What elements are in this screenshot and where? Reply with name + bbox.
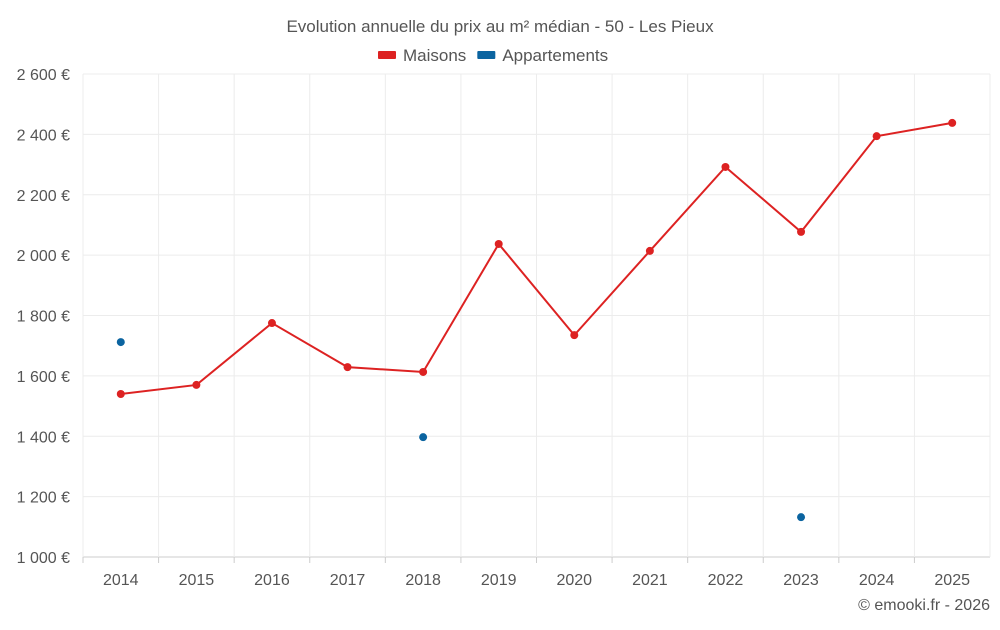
y-tick-label: 1 400 € [17, 429, 70, 446]
data-point-maisons [267, 319, 276, 328]
x-tick-label: 2019 [481, 572, 517, 589]
data-point-maisons [872, 132, 881, 141]
x-tick-label: 2022 [708, 572, 744, 589]
legend-swatch-maisons [378, 51, 396, 59]
x-tick-label: 2023 [783, 572, 819, 589]
data-point-maisons [948, 118, 957, 127]
y-tick-label: 1 800 € [17, 309, 70, 326]
x-tick-label: 2014 [103, 572, 139, 589]
y-tick-label: 2 200 € [17, 188, 70, 205]
data-point-maisons [645, 246, 654, 255]
x-tick-label: 2020 [556, 572, 592, 589]
data-point-maisons [570, 331, 579, 340]
data-point-maisons [343, 363, 352, 372]
x-axis: 2014 2015 2016 2017 2018 2019 2020 2021 2022 2023… [82, 557, 970, 589]
chart-title: Evolution annuelle du prix au m² médian … [286, 17, 714, 36]
x-tick-label: 2025 [934, 572, 970, 589]
y-axis: 1 000 € 1 200 € 1 400 € 1 600 € 1 800 € 2 000… [17, 67, 70, 567]
data-point-maisons [116, 389, 125, 398]
credit: © emooki.fr - 2026 [858, 597, 990, 614]
y-tick-label: 2 600 € [17, 67, 70, 84]
grid [82, 73, 991, 558]
legend-label-appartements: Appartements [502, 46, 608, 65]
y-tick-label: 1 200 € [17, 490, 70, 507]
x-tick-label: 2024 [859, 572, 895, 589]
data-point-appartements [116, 338, 125, 347]
data-point-appartements [419, 433, 428, 442]
data-point-maisons [494, 239, 503, 248]
legend-label-maisons: Maisons [403, 46, 466, 65]
data-point-maisons [721, 162, 730, 171]
data-point-maisons [192, 380, 201, 389]
x-tick-label: 2021 [632, 572, 668, 589]
legend: Maisons Appartements [378, 46, 608, 65]
y-tick-label: 2 000 € [17, 248, 70, 265]
legend-swatch-appartements [477, 51, 496, 59]
series [116, 118, 957, 522]
x-tick-label: 2015 [179, 572, 215, 589]
x-tick-label: 2016 [254, 572, 290, 589]
series-line-maisons [120, 121, 953, 395]
y-tick-label: 1 600 € [17, 369, 70, 386]
data-point-maisons [797, 227, 806, 236]
y-tick-label: 2 400 € [17, 127, 70, 144]
x-tick-label: 2017 [330, 572, 366, 589]
x-tick-label: 2018 [405, 572, 441, 589]
data-point-appartements [797, 513, 806, 522]
data-point-maisons [419, 367, 428, 376]
y-tick-label: 1 000 € [17, 550, 70, 567]
